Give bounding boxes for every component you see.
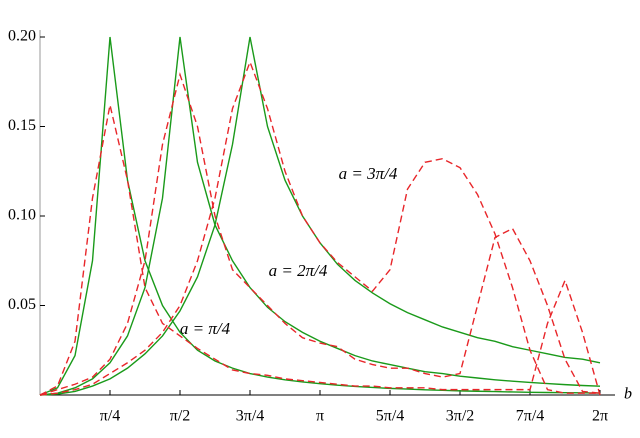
x-tick-label: 5π/4 (376, 408, 405, 425)
y-tick-label: 0.20 (8, 28, 36, 45)
y-tick-label: 0.15 (8, 117, 36, 134)
y-tick-label: 0.10 (8, 207, 36, 224)
annotation: a = π/4 (180, 319, 231, 338)
line (39, 60, 600, 396)
annotation: a = 2π/4 (269, 261, 328, 280)
x-tick-label: 7π/4 (516, 408, 545, 425)
x-tick-label: 3π/2 (446, 408, 475, 425)
y-tick-label: 0.05 (8, 296, 36, 313)
line (39, 36, 601, 396)
x-axis-label: b (624, 386, 632, 403)
annotation: a = 3π/4 (339, 164, 398, 183)
x-tick-label: π (316, 408, 324, 425)
x-tick-label: 3π/4 (236, 408, 265, 425)
x-tick-label: π/4 (100, 408, 121, 425)
x-tick-label: 2π (592, 408, 608, 425)
line (39, 104, 601, 396)
line (39, 72, 601, 396)
x-tick-label: π/2 (170, 408, 191, 425)
line (39, 36, 601, 396)
